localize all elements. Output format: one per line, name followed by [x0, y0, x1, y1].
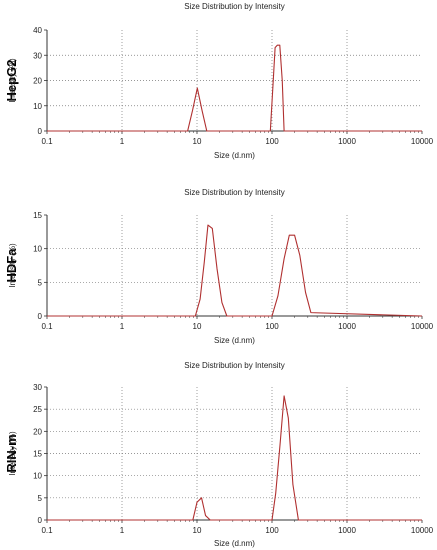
chart-title: Size Distribution by Intensity [184, 361, 285, 370]
y-tick-label: 15 [33, 211, 42, 220]
y-tick-label: 0 [38, 127, 43, 136]
y-tick-label: 10 [33, 245, 42, 254]
x-tick-label: 100 [265, 137, 279, 146]
y-axis-label: Intensity (%) [8, 58, 17, 103]
distribution-line [47, 224, 423, 317]
chart-title: Size Distribution by Intensity [184, 2, 285, 11]
y-tick-label: 0 [38, 312, 43, 321]
x-tick-label: 1 [120, 322, 125, 331]
x-tick-label: 0.1 [41, 137, 53, 146]
x-tick-label: 10 [193, 137, 202, 146]
chart-panel-rin-m: Size Distribution by Intensity RIN-mInten… [4, 361, 434, 548]
x-tick-label: 1 [120, 137, 125, 146]
chart-title: Size Distribution by Intensity [184, 188, 285, 197]
x-tick-label: 10 [193, 322, 202, 331]
x-tick-label: 10 [193, 526, 202, 535]
y-tick-label: 5 [38, 494, 43, 503]
distribution-line [47, 44, 422, 132]
x-tick-label: 100 [265, 526, 279, 535]
y-tick-label: 5 [38, 278, 43, 287]
x-tick-label: 1000 [338, 322, 356, 331]
sample-label: HDFa [4, 248, 19, 283]
y-axis-label: Intensity (%) [8, 243, 17, 288]
x-axis-label: Size (d.nm) [214, 336, 255, 345]
y-tick-label: 20 [33, 77, 42, 86]
y-tick-label: 30 [33, 51, 42, 60]
y-axis-label: Intensity (%) [8, 431, 17, 476]
y-tick-label: 15 [33, 450, 42, 459]
y-tick-label: 0 [38, 516, 43, 525]
x-tick-label: 0.1 [41, 322, 53, 331]
chart-panel-hepg2: Size Distribution by Intensity HepG2Inten… [4, 2, 434, 160]
sample-label: HepG2 [4, 60, 19, 102]
y-tick-label: 40 [33, 26, 42, 35]
y-tick-label: 10 [33, 102, 42, 111]
x-tick-label: 0.1 [41, 526, 53, 535]
y-tick-label: 20 [33, 427, 42, 436]
y-tick-label: 30 [33, 383, 42, 392]
x-axis-label: Size (d.nm) [214, 151, 255, 160]
chart-panel-hdfa: Size Distribution by Intensity HDFaIntens… [4, 188, 434, 345]
sample-label: RIN-m [4, 434, 19, 472]
x-tick-label: 1000 [338, 137, 356, 146]
x-axis-label: Size (d.nm) [214, 539, 255, 548]
x-tick-label: 10000 [411, 526, 434, 535]
x-tick-label: 100 [265, 322, 279, 331]
x-tick-label: 10000 [411, 137, 434, 146]
y-tick-label: 10 [33, 472, 42, 481]
x-tick-label: 10000 [411, 322, 434, 331]
x-tick-label: 1 [120, 526, 125, 535]
y-tick-label: 25 [33, 405, 42, 414]
x-tick-label: 1000 [338, 526, 356, 535]
distribution-line [47, 395, 422, 521]
